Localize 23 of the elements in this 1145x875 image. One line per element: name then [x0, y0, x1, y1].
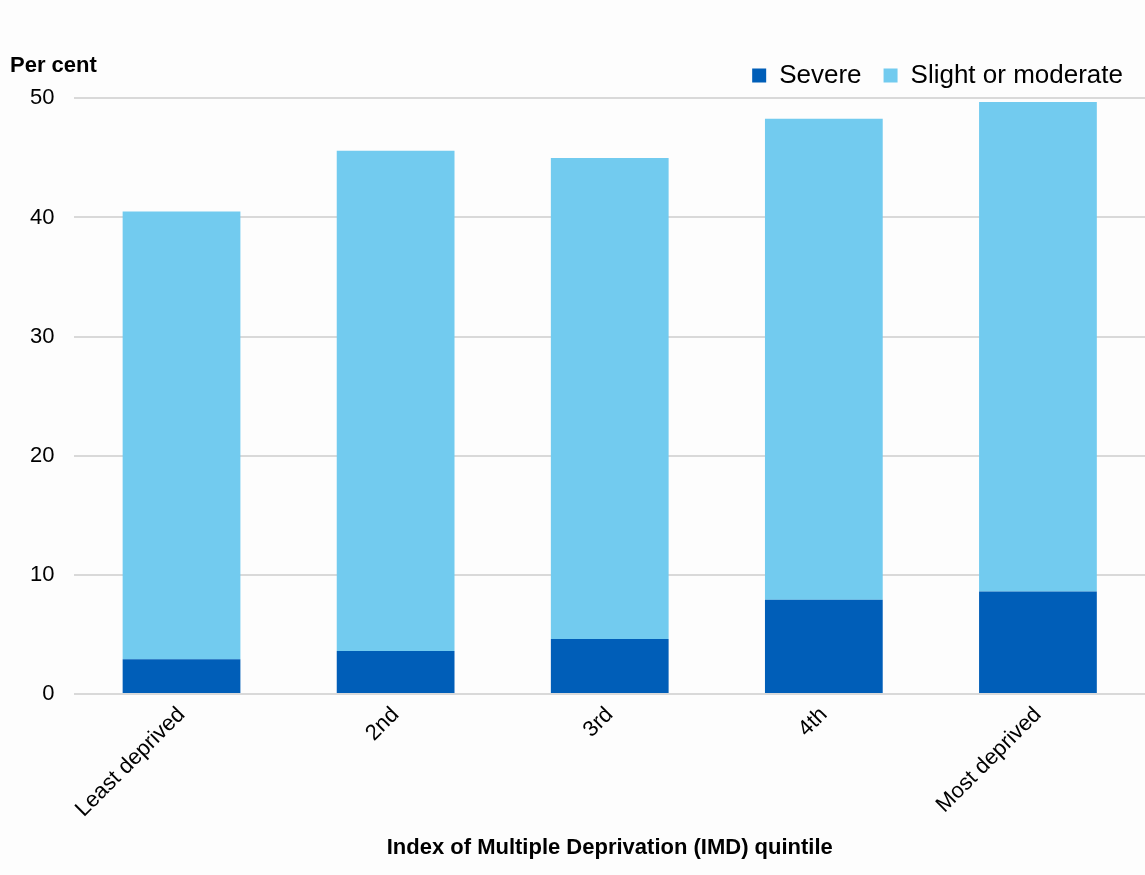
bar — [336, 150, 455, 652]
y-tick-label: 40 — [29, 203, 55, 229]
bar — [122, 659, 241, 693]
y-tick-label: 10 — [29, 560, 55, 586]
y-tick-label: 50 — [29, 84, 55, 110]
bar — [122, 211, 241, 660]
legend-label: Slight or moderate — [910, 58, 1124, 89]
y-axis-title: Per cent — [10, 52, 98, 78]
y-tick-label: 0 — [42, 679, 55, 705]
bar — [979, 101, 1097, 592]
bar — [336, 651, 455, 693]
bar — [764, 599, 883, 693]
y-tick-label: 30 — [29, 322, 55, 348]
legend-label: Severe — [779, 58, 862, 89]
x-tick-label: 2nd — [359, 701, 404, 745]
bar — [764, 118, 883, 600]
bar — [979, 591, 1097, 693]
x-tick-label: 4th — [792, 701, 832, 741]
x-tick-label: 3rd — [577, 701, 618, 742]
bar — [550, 157, 669, 640]
bar — [550, 639, 669, 693]
x-axis-title: Index of Multiple Deprivation (IMD) quintile — [386, 833, 833, 859]
y-tick-label: 20 — [29, 441, 55, 467]
